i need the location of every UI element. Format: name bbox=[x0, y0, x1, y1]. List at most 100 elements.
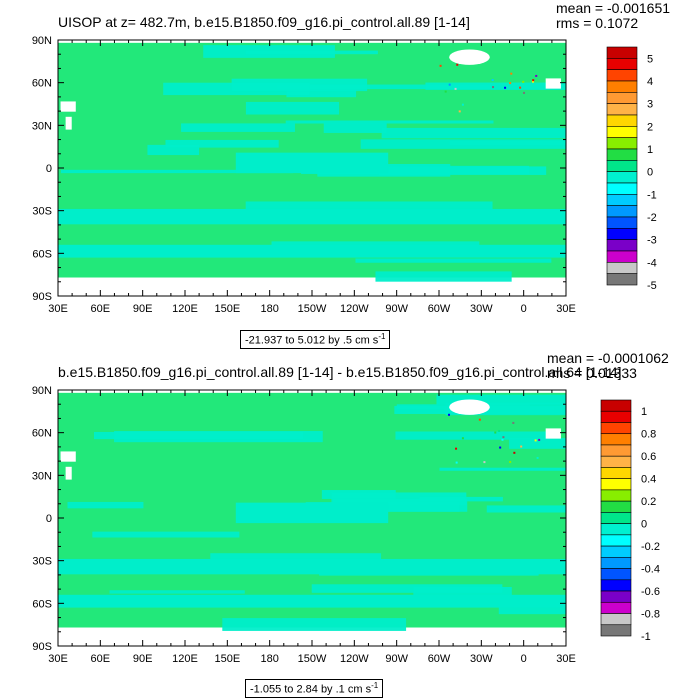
colorbar-label: 1 bbox=[641, 406, 647, 418]
colorbar-box bbox=[606, 262, 638, 274]
panel-1-caption-sup: -1 bbox=[378, 332, 386, 341]
colorbar-box bbox=[600, 590, 632, 603]
field-band bbox=[425, 82, 566, 90]
colorbar-box bbox=[606, 126, 638, 138]
field-band bbox=[245, 101, 340, 115]
lon-tick-label: 150E bbox=[214, 653, 240, 665]
colorbar-label: -2 bbox=[647, 212, 657, 224]
colorbar-label: 2 bbox=[647, 121, 653, 133]
colorbar-label: 4 bbox=[647, 76, 653, 88]
colorbar-label: -0.8 bbox=[641, 609, 660, 621]
panel-2-rms: rms = 0.01333 bbox=[547, 365, 637, 381]
lon-tick-label: 90E bbox=[133, 653, 153, 665]
missing-region bbox=[65, 116, 72, 130]
lon-tick-label: 30E bbox=[48, 653, 68, 665]
panel-2-map: 30E 60E 90E 120E 150E 180 150W 120W 90W 60W 30W 0 30… bbox=[32, 385, 660, 665]
colorbar-label: 0.8 bbox=[641, 429, 656, 441]
field-band bbox=[245, 50, 378, 55]
field-speckle bbox=[509, 460, 512, 463]
field-band bbox=[93, 431, 304, 440]
colorbar-box bbox=[606, 239, 638, 252]
field-speckle bbox=[483, 461, 486, 464]
colorbar-box bbox=[600, 444, 632, 457]
lon-tick-label: 30W bbox=[470, 653, 493, 665]
field-speckle bbox=[444, 90, 447, 93]
field-speckle bbox=[461, 103, 464, 106]
lat-tick-label: 90S bbox=[32, 291, 52, 303]
lon-tick-label: 0 bbox=[521, 303, 527, 315]
field-speckle bbox=[531, 80, 534, 83]
field-band bbox=[509, 438, 566, 449]
colorbar-box bbox=[600, 523, 632, 536]
colorbar-label: 0.6 bbox=[641, 451, 656, 463]
colorbar-box bbox=[600, 455, 632, 468]
colorbar-box bbox=[600, 433, 632, 446]
field-band bbox=[181, 123, 295, 132]
lon-tick-label: 60E bbox=[91, 653, 111, 665]
field-band bbox=[381, 127, 566, 139]
colorbar-box bbox=[606, 194, 638, 206]
colorbar-box bbox=[606, 228, 638, 240]
lon-tick-label: 120W bbox=[340, 653, 369, 665]
field-band bbox=[60, 169, 293, 174]
lat-tick-label: 30S bbox=[32, 206, 52, 218]
colorbar-box bbox=[606, 103, 638, 116]
field-band bbox=[231, 78, 368, 92]
colorbar-box bbox=[606, 273, 638, 286]
lon-tick-label: 150E bbox=[214, 303, 240, 315]
lon-tick-label: 30E bbox=[48, 303, 68, 315]
lon-tick-label: 60W bbox=[428, 303, 451, 315]
colorbar-label: 0 bbox=[647, 167, 653, 179]
lon-tick-label: 150W bbox=[298, 303, 327, 315]
colorbar-box bbox=[600, 500, 632, 513]
colorbar-box bbox=[600, 601, 632, 614]
missing-region bbox=[545, 428, 561, 439]
field-speckle bbox=[498, 429, 501, 432]
colorbar-box bbox=[600, 422, 632, 435]
lon-tick-label: 90W bbox=[385, 303, 408, 315]
panel-1-title: UISOP at z= 482.7m, b.e15.B1850.f09_g16.… bbox=[58, 14, 470, 30]
colorbar-label: 0 bbox=[641, 519, 647, 531]
colorbar-box bbox=[600, 568, 632, 581]
field-speckle bbox=[520, 445, 523, 448]
field-speckle bbox=[509, 82, 512, 85]
field-speckle bbox=[538, 438, 541, 441]
field-band bbox=[323, 123, 387, 133]
colorbar-label: 1 bbox=[647, 144, 653, 156]
lat-tick-label: 60S bbox=[32, 248, 52, 260]
colorbar-label: -3 bbox=[647, 235, 657, 247]
panel-2-caption-sup: -1 bbox=[371, 681, 379, 690]
field-speckle bbox=[536, 456, 539, 459]
field-speckle bbox=[455, 447, 458, 450]
colorbar-box bbox=[600, 545, 632, 558]
colorbar-box bbox=[606, 171, 638, 184]
colorbar-box bbox=[606, 148, 638, 161]
colorbar-box bbox=[606, 46, 638, 59]
field-band bbox=[67, 501, 144, 509]
lon-tick-label: 60W bbox=[428, 653, 451, 665]
field-speckle bbox=[454, 87, 457, 90]
lon-tick-label: 120E bbox=[172, 303, 198, 315]
field-band bbox=[235, 152, 389, 174]
colorbar-label: 0.2 bbox=[641, 496, 656, 508]
field-band bbox=[486, 505, 566, 513]
colorbar-label: -1 bbox=[647, 189, 657, 201]
lon-tick-label: 30E bbox=[556, 653, 576, 665]
field-band bbox=[245, 201, 493, 213]
colorbar-box bbox=[606, 92, 638, 104]
lat-tick-label: 0 bbox=[46, 163, 52, 175]
field-band bbox=[449, 140, 566, 146]
colorbar-box bbox=[600, 512, 632, 524]
field-band bbox=[235, 502, 389, 524]
colorbar-box bbox=[606, 205, 638, 218]
field-speckle bbox=[448, 413, 451, 416]
field-band bbox=[355, 258, 552, 263]
panel-1-range-caption: -21.937 to 5.012 by .5 cm s-1 bbox=[240, 330, 391, 349]
field-band bbox=[222, 618, 407, 631]
field-band bbox=[395, 431, 553, 440]
field-bands bbox=[58, 394, 566, 631]
missing-region bbox=[545, 78, 561, 89]
field-band bbox=[378, 166, 547, 175]
field-speckle bbox=[513, 451, 516, 454]
field-speckle bbox=[461, 437, 464, 440]
